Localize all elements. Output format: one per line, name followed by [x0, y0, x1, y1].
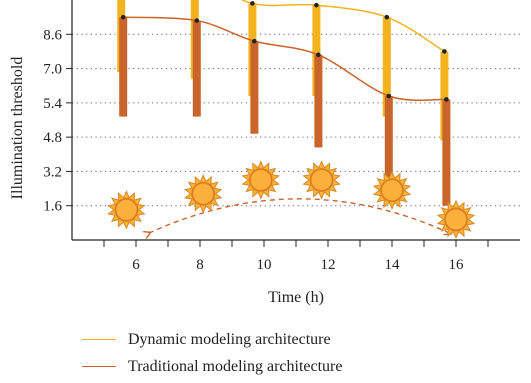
sun-markers — [107, 160, 476, 240]
legend: Dynamic modeling architecture Traditiona… — [82, 326, 342, 380]
y-tick-label: 8.6 — [43, 27, 62, 43]
legend-item-dynamic: Dynamic modeling architecture — [82, 326, 342, 353]
sun-icon — [372, 170, 412, 211]
y-axis: 1.6 3.2 4.8 5.4 7.0 8.6 — [43, 27, 72, 215]
grid — [72, 33, 520, 207]
series-line-traditional — [123, 16, 447, 102]
y-tick-label: 3.2 — [43, 164, 62, 180]
sun-disc — [248, 168, 273, 192]
legend-swatch-dynamic — [82, 339, 116, 340]
sun-icon — [436, 199, 476, 240]
x-axis: 6 8 10 12 14 16 — [103, 240, 489, 273]
sun-icon — [183, 173, 223, 214]
sun-icon — [302, 160, 341, 200]
x-tick-label: 10 — [257, 257, 272, 273]
y-tick-label: 7.0 — [43, 62, 62, 78]
sun-path-arrow — [149, 198, 450, 233]
axes — [71, 0, 520, 241]
chart: 1.6 3.2 4.8 5.4 7.0 8.6 6 8 10 12 14 16 Time (h) I… — [9, 0, 520, 306]
bar-dynamic — [382, 17, 391, 117]
y-tick-label: 5.4 — [43, 96, 62, 112]
bars — [117, 0, 451, 206]
sun-disc — [444, 207, 468, 232]
y-tick-label: 4.8 — [43, 130, 62, 146]
sun-icon — [107, 190, 146, 230]
series-points — [120, 1, 449, 102]
bar-traditional — [119, 17, 128, 117]
bar-dynamic — [440, 51, 449, 141]
legend-swatch-traditional — [82, 366, 116, 367]
x-axis-label: Time (h) — [268, 289, 324, 306]
legend-label-dynamic: Dynamic modeling architecture — [128, 330, 331, 348]
sun-disc — [380, 178, 404, 203]
data-point — [442, 49, 447, 54]
bar-traditional — [314, 54, 323, 148]
legend-label-traditional: Traditional modeling architecture — [128, 357, 343, 375]
sun-disc — [309, 168, 334, 192]
series-lines — [123, 0, 447, 102]
x-tick-label: 16 — [449, 257, 465, 273]
x-tick-label: 12 — [321, 257, 336, 273]
data-point — [386, 93, 392, 99]
y-axis-label: Illumination threshold — [9, 57, 26, 200]
x-tick-label: 14 — [385, 257, 401, 273]
legend-item-traditional: Traditional modeling architecture — [82, 353, 342, 380]
sun-disc — [191, 181, 216, 206]
data-point — [316, 52, 321, 58]
data-point — [194, 18, 200, 23]
x-tick-label: 8 — [196, 257, 204, 273]
data-point — [120, 14, 126, 20]
bar-traditional — [192, 20, 201, 117]
x-tick-label: 6 — [132, 257, 140, 273]
series-line-dynamic — [240, 0, 445, 53]
sun-icon — [241, 160, 281, 200]
data-point — [314, 2, 319, 8]
data-point — [252, 38, 257, 44]
data-point — [384, 14, 390, 20]
y-tick-label: 1.6 — [43, 199, 62, 215]
data-point — [250, 1, 255, 6]
sun-disc — [114, 197, 139, 222]
bar-traditional — [250, 41, 259, 134]
bar-traditional — [442, 99, 451, 206]
bar-traditional — [384, 96, 393, 196]
data-point — [444, 97, 449, 102]
bar-dynamic — [312, 5, 321, 96]
